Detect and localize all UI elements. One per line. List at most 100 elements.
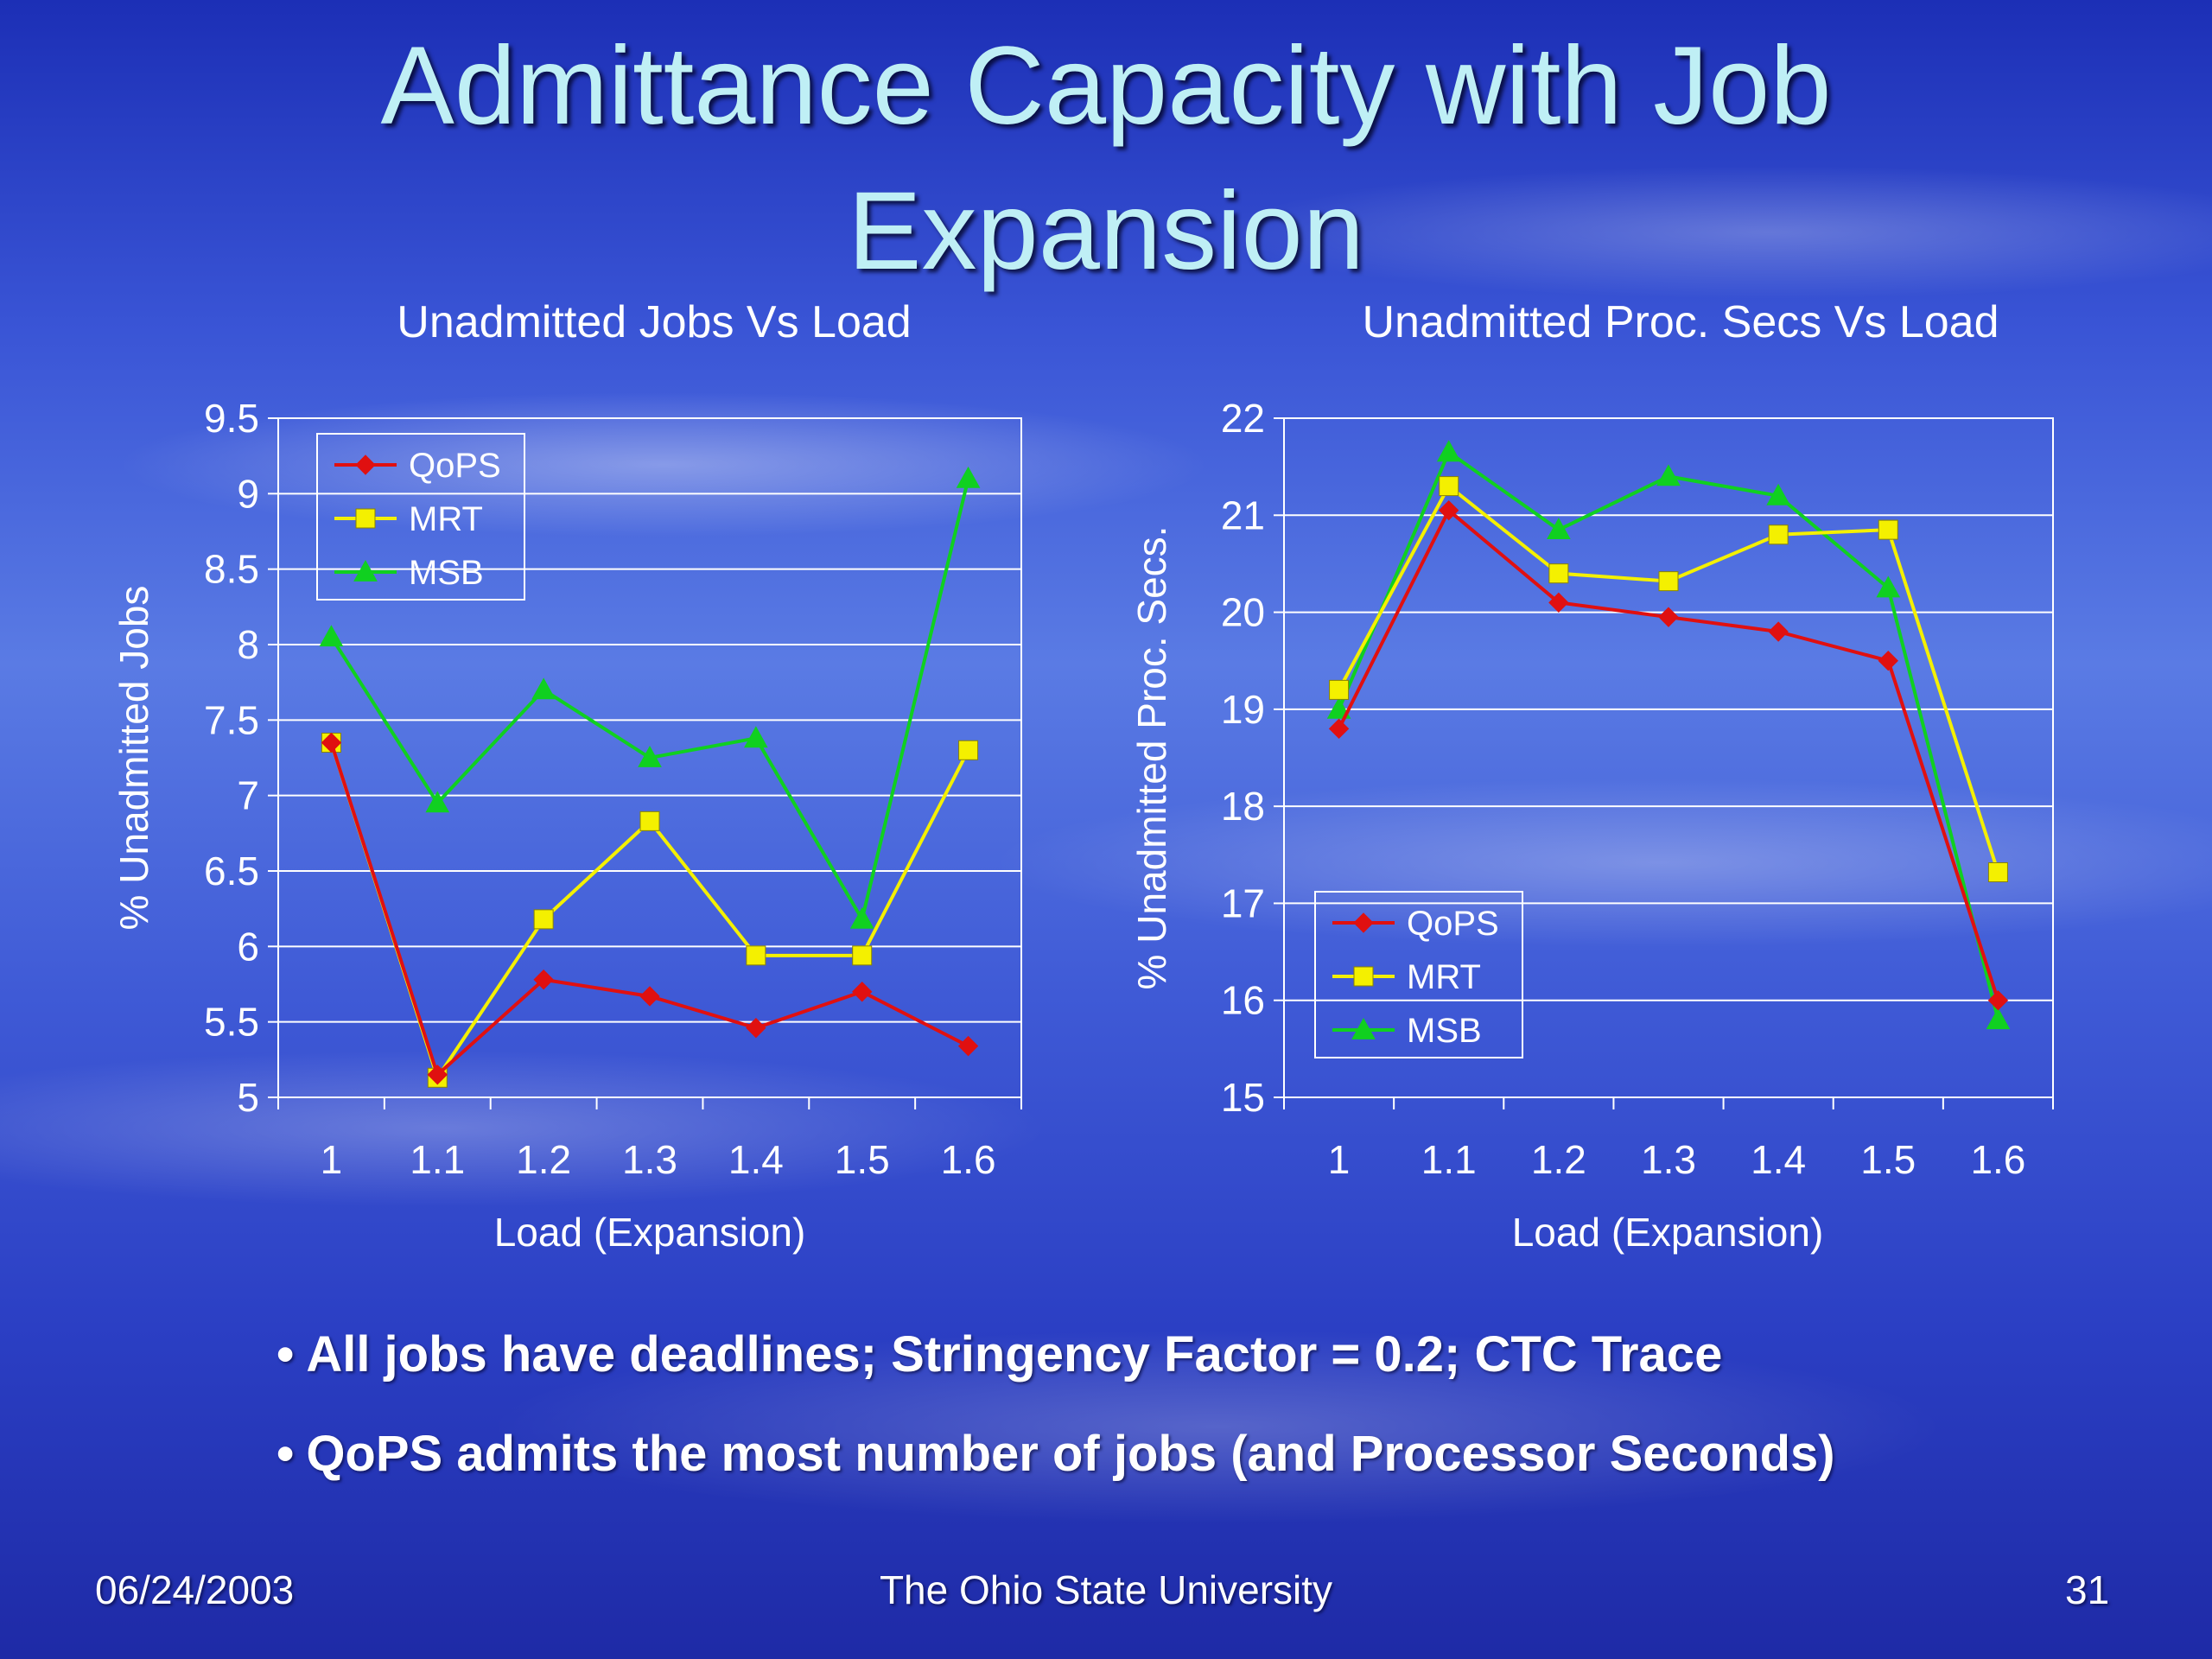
data-point-qops <box>1878 651 1898 671</box>
chart-2: Unadmitted Proc. Secs Vs Load 15 16 17 18 19 2… <box>1129 297 2054 1255</box>
y-axis-label: % Unadmitted Proc. Secs. <box>1129 526 1174 990</box>
bullet-2-text: QoPS admits the most number of jobs (and… <box>306 1426 1835 1482</box>
legend-marker-msb <box>353 559 378 582</box>
data-point-qops <box>1439 499 1459 521</box>
data-point-msb <box>638 745 662 767</box>
y-tick-label: 7 <box>237 773 259 818</box>
x-tick-label: 1.1 <box>1421 1137 1477 1182</box>
y-tick-label: 9.5 <box>204 396 259 441</box>
data-point-msb <box>319 625 344 647</box>
data-point-qops <box>746 1017 766 1039</box>
data-point-msb <box>425 791 450 813</box>
data-point-msb <box>1656 464 1681 486</box>
data-point-msb <box>1547 518 1571 540</box>
legend-marker-mrt <box>355 508 376 529</box>
x-tick-label: 1.4 <box>1751 1137 1806 1182</box>
x-axis-label: Load (Expansion) <box>1512 1210 1824 1255</box>
series-line-mrt <box>329 741 970 1082</box>
x-tick-label: 1 <box>321 1137 343 1182</box>
y-tick-label: 22 <box>1221 396 1265 441</box>
series-line-msb <box>329 478 970 925</box>
x-tick-label: 1.2 <box>1531 1137 1586 1182</box>
data-point-msb <box>849 906 874 929</box>
x-tick-label: 1 <box>1328 1137 1351 1182</box>
data-point-mrt <box>533 909 554 930</box>
y-tick-label: 8.5 <box>204 547 259 592</box>
series-line-qops <box>329 741 969 1078</box>
data-point-qops <box>1768 621 1789 642</box>
legend-marker-mrt <box>1353 966 1374 987</box>
chart-1: Unadmitted Jobs Vs Load 5 5.5 6 6.5 7 7.5 8 8.5 9… <box>111 297 1022 1255</box>
data-point-mrt <box>1548 563 1569 584</box>
data-point-mrt <box>639 810 660 831</box>
y-tick-label: 21 <box>1221 493 1265 537</box>
data-point-mrt <box>1329 679 1350 700</box>
data-point-msb <box>1326 696 1351 719</box>
data-point-msb <box>1766 483 1790 505</box>
x-tick-label: 1.5 <box>1860 1137 1916 1182</box>
data-point-mrt <box>1439 476 1459 497</box>
slide-title-line-1: Admittance Capacity with Job <box>380 24 1832 148</box>
series-line-mrt <box>1337 483 2000 874</box>
bullet-dot: • <box>276 1326 295 1382</box>
y-tick-label: 6.5 <box>204 849 259 893</box>
legend-box <box>1314 891 1523 1058</box>
legend-marker-qops <box>1353 912 1374 933</box>
plot-frame <box>1283 417 2054 1098</box>
y-axis-label: % Unadmitted Jobs <box>111 586 156 931</box>
plot-frame <box>277 417 1022 1098</box>
x-axis-label: Load (Expansion) <box>494 1210 806 1255</box>
footer-date: 06/24/2003 <box>95 1567 295 1612</box>
bullet-1: • All jobs have deadlines; Stringency Fac… <box>276 1325 1722 1385</box>
bullet-2: • QoPS admits the most number of jobs (an… <box>276 1424 1835 1484</box>
bullet-1-text: All jobs have deadlines; Stringency Fact… <box>306 1326 1723 1382</box>
data-point-mrt <box>1878 519 1898 540</box>
legend-label-msb: MSB <box>1407 1012 1482 1050</box>
data-point-qops <box>321 732 342 753</box>
data-point-mrt <box>1768 524 1789 545</box>
legend-label-mrt: MRT <box>1407 958 1481 996</box>
data-point-qops <box>1548 592 1569 613</box>
data-point-qops <box>1987 990 2009 1011</box>
data-point-qops <box>957 1035 979 1057</box>
chart-title: Unadmitted Proc. Secs Vs Load <box>1362 297 1999 347</box>
y-tick-label: 16 <box>1221 978 1265 1023</box>
legend: QoPS MRT MSB <box>1314 891 1523 1058</box>
y-tick-label: 6 <box>237 924 259 969</box>
data-point-qops <box>852 982 873 1002</box>
legend-marker-msb <box>1351 1017 1376 1039</box>
x-tick-label: 1.6 <box>941 1137 996 1182</box>
data-point-mrt <box>1658 571 1679 592</box>
x-tick-label: 1.5 <box>835 1137 890 1182</box>
x-tick-label: 1.1 <box>410 1137 465 1182</box>
legend: QoPS MRT MSB <box>316 433 525 601</box>
data-point-msb <box>531 677 556 700</box>
x-tick-label: 1.4 <box>728 1137 784 1182</box>
data-point-qops <box>427 1065 448 1085</box>
slide-title-line-2: Expansion <box>848 169 1364 293</box>
y-tick-label: 19 <box>1221 687 1265 732</box>
data-point-msb <box>1876 575 1901 598</box>
y-tick-label: 17 <box>1221 880 1265 925</box>
x-tick-label: 1.3 <box>622 1137 677 1182</box>
legend-label-mrt: MRT <box>409 500 483 538</box>
legend-label-qops: QoPS <box>1407 905 1499 943</box>
y-tick-label: 20 <box>1221 590 1265 635</box>
data-point-mrt <box>746 945 766 966</box>
chart-title: Unadmitted Jobs Vs Load <box>397 297 911 347</box>
data-point-mrt <box>1987 861 2008 882</box>
legend-box <box>316 433 525 601</box>
footer-institution: The Ohio State University <box>879 1567 1333 1612</box>
y-tick-label: 5 <box>237 1075 259 1120</box>
data-point-qops <box>639 986 660 1007</box>
data-point-msb <box>744 726 768 748</box>
data-point-msb <box>956 466 981 488</box>
data-point-qops <box>533 969 554 990</box>
data-point-qops <box>1658 607 1679 627</box>
legend-label-qops: QoPS <box>409 447 501 485</box>
y-tick-label: 5.5 <box>204 1000 259 1045</box>
data-point-mrt <box>852 945 873 966</box>
y-tick-label: 18 <box>1221 784 1265 829</box>
footer-slide-number: 31 <box>2065 1567 2110 1612</box>
